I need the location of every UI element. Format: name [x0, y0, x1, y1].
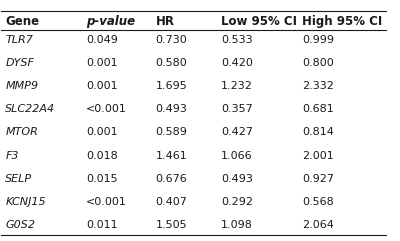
Text: 1.066: 1.066 — [221, 151, 252, 161]
Text: 0.927: 0.927 — [302, 174, 334, 184]
Text: 0.814: 0.814 — [302, 127, 334, 137]
Text: 0.730: 0.730 — [156, 34, 187, 45]
Text: 2.332: 2.332 — [302, 81, 334, 91]
Text: KCNJ15: KCNJ15 — [5, 197, 46, 207]
Text: SLC22A4: SLC22A4 — [5, 104, 55, 114]
Text: 0.800: 0.800 — [302, 58, 334, 68]
Text: G0S2: G0S2 — [5, 220, 35, 230]
Text: F3: F3 — [5, 151, 19, 161]
Text: 0.407: 0.407 — [156, 197, 187, 207]
Text: 0.580: 0.580 — [156, 58, 187, 68]
Text: 0.001: 0.001 — [86, 127, 118, 137]
Text: TLR7: TLR7 — [5, 34, 33, 45]
Text: HR: HR — [156, 15, 174, 28]
Text: 0.292: 0.292 — [221, 197, 253, 207]
Text: 0.420: 0.420 — [221, 58, 253, 68]
Text: 1.695: 1.695 — [156, 81, 187, 91]
Text: 2.064: 2.064 — [302, 220, 334, 230]
Text: 0.999: 0.999 — [302, 34, 334, 45]
Text: Gene: Gene — [5, 15, 39, 28]
Text: Low 95% CI: Low 95% CI — [221, 15, 297, 28]
Text: MTOR: MTOR — [5, 127, 38, 137]
Text: 0.533: 0.533 — [221, 34, 252, 45]
Text: <0.001: <0.001 — [86, 104, 127, 114]
Text: 0.049: 0.049 — [86, 34, 118, 45]
Text: 1.461: 1.461 — [156, 151, 187, 161]
Text: 1.098: 1.098 — [221, 220, 253, 230]
Text: 1.232: 1.232 — [221, 81, 253, 91]
Text: MMP9: MMP9 — [5, 81, 38, 91]
Text: 0.427: 0.427 — [221, 127, 253, 137]
Text: 0.015: 0.015 — [86, 174, 118, 184]
Text: High 95% CI: High 95% CI — [302, 15, 382, 28]
Text: 0.018: 0.018 — [86, 151, 118, 161]
Text: 0.568: 0.568 — [302, 197, 334, 207]
Text: 2.001: 2.001 — [302, 151, 334, 161]
Text: 0.676: 0.676 — [156, 174, 187, 184]
Text: 0.681: 0.681 — [302, 104, 334, 114]
Text: 0.589: 0.589 — [156, 127, 187, 137]
Text: p-value: p-value — [86, 15, 135, 28]
Text: 0.001: 0.001 — [86, 81, 118, 91]
Text: 0.493: 0.493 — [156, 104, 187, 114]
Text: 1.505: 1.505 — [156, 220, 187, 230]
Text: 0.493: 0.493 — [221, 174, 253, 184]
Text: SELP: SELP — [5, 174, 32, 184]
Text: <0.001: <0.001 — [86, 197, 127, 207]
Text: 0.011: 0.011 — [86, 220, 118, 230]
Text: 0.357: 0.357 — [221, 104, 253, 114]
Text: DYSF: DYSF — [5, 58, 34, 68]
Text: 0.001: 0.001 — [86, 58, 118, 68]
